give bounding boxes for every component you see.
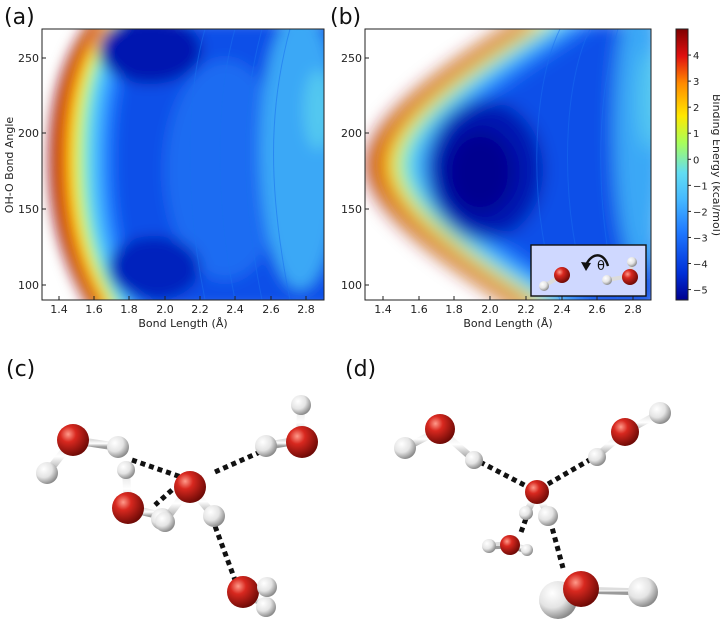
y-tick-label: 200 bbox=[341, 127, 362, 140]
colorbar-tick-label: −5 bbox=[693, 286, 708, 297]
cluster-c bbox=[36, 395, 318, 617]
x-tick-label: 2.8 bbox=[624, 303, 642, 316]
colorbar-tick-label: 3 bbox=[693, 77, 699, 88]
colorbar-tick-label: −3 bbox=[693, 233, 708, 244]
colorbar-tick-label: −1 bbox=[693, 181, 708, 192]
x-tick-label: 1.8 bbox=[445, 303, 463, 316]
y-tick-label: 100 bbox=[341, 279, 362, 292]
y-tick-label: 100 bbox=[18, 279, 39, 292]
colorbar-tick-label: 0 bbox=[693, 155, 699, 166]
heatmap-a: 1.4 1.6 1.8 2.0 2.2 2.4 2.6 2.8 100 150 … bbox=[3, 28, 325, 330]
colorbar-tick-label: −2 bbox=[693, 207, 708, 218]
panel-label-a: (a) bbox=[4, 5, 35, 30]
water-d1 bbox=[394, 414, 483, 469]
x-tick-label: 2.8 bbox=[297, 303, 315, 316]
x-tick-labels-b: 1.4 1.6 1.8 2.0 2.2 2.4 2.6 2.8 bbox=[374, 303, 642, 316]
inset-dimer: θ bbox=[530, 244, 647, 297]
x-tick-label: 2.4 bbox=[553, 303, 571, 316]
x-tick-label: 1.4 bbox=[50, 303, 68, 316]
water-c2 bbox=[255, 395, 318, 458]
y-tick-labels-b: 100 150 200 250 bbox=[341, 52, 362, 292]
y-tick-label: 200 bbox=[18, 127, 39, 140]
hbonds-c bbox=[131, 449, 262, 581]
cluster-d bbox=[394, 402, 671, 619]
axis-ticks-b bbox=[365, 57, 634, 300]
colorbar: 4 3 2 1 0 −1 −2 −3 −4 −5 Binding Energy (kcal/mol… bbox=[675, 28, 720, 301]
panel-label-b: (b) bbox=[330, 5, 361, 30]
axis-ticks-a bbox=[42, 57, 307, 300]
colorbar-tick-label: 2 bbox=[693, 103, 699, 114]
water-c4 bbox=[227, 576, 277, 617]
x-tick-labels-a: 1.4 1.6 1.8 2.0 2.2 2.4 2.6 2.8 bbox=[50, 303, 315, 316]
x-tick-label: 1.8 bbox=[120, 303, 138, 316]
x-tick-label: 2.4 bbox=[226, 303, 244, 316]
y-tick-label: 150 bbox=[341, 203, 362, 216]
x-tick-label: 1.6 bbox=[410, 303, 428, 316]
y-tick-labels-a: 100 150 200 250 bbox=[18, 52, 39, 292]
x-tick-label: 2.0 bbox=[156, 303, 174, 316]
heatmap-b: 1.4 1.6 1.8 2.0 2.2 2.4 2.6 2.8 100 150 … bbox=[341, 28, 652, 330]
x-tick-label: 2.6 bbox=[588, 303, 606, 316]
y-tick-label: 250 bbox=[18, 52, 39, 65]
colorbar-tick-label: −4 bbox=[693, 260, 708, 271]
water-c-center bbox=[155, 471, 225, 532]
x-tick-label: 1.6 bbox=[85, 303, 103, 316]
water-d4 bbox=[539, 571, 658, 619]
y-axis-label-a: OH-O Bond Angle bbox=[3, 117, 16, 214]
x-axis-label-a: Bond Length (Å) bbox=[138, 317, 227, 330]
y-tick-label: 150 bbox=[18, 203, 39, 216]
inset-water-right bbox=[602, 257, 638, 285]
inset-angle-arrow bbox=[584, 254, 610, 267]
water-d-center bbox=[519, 480, 558, 526]
colorbar-label: Binding Energy (kcal/mol) bbox=[710, 94, 720, 236]
water-c1 bbox=[36, 424, 129, 484]
panel-label-d: (d) bbox=[345, 357, 376, 382]
y-tick-label: 250 bbox=[341, 52, 362, 65]
inset-water-left bbox=[539, 267, 570, 291]
hbonds-d bbox=[478, 452, 600, 569]
colorbar-tick-label: 1 bbox=[693, 129, 699, 140]
x-tick-label: 2.0 bbox=[481, 303, 499, 316]
inset-theta-label: θ bbox=[597, 259, 605, 274]
x-tick-label: 1.4 bbox=[374, 303, 392, 316]
x-axis-label-b: Bond Length (Å) bbox=[463, 317, 552, 330]
panel-label-c: (c) bbox=[6, 357, 35, 382]
colorbar-tick-label: 4 bbox=[693, 51, 699, 62]
colorbar-ticks: 4 3 2 1 0 −1 −2 −3 −4 −5 bbox=[688, 51, 708, 297]
water-d3 bbox=[482, 535, 533, 556]
x-tick-label: 2.6 bbox=[262, 303, 280, 316]
water-d2 bbox=[588, 402, 671, 466]
x-tick-label: 2.2 bbox=[517, 303, 535, 316]
x-tick-label: 2.2 bbox=[191, 303, 209, 316]
